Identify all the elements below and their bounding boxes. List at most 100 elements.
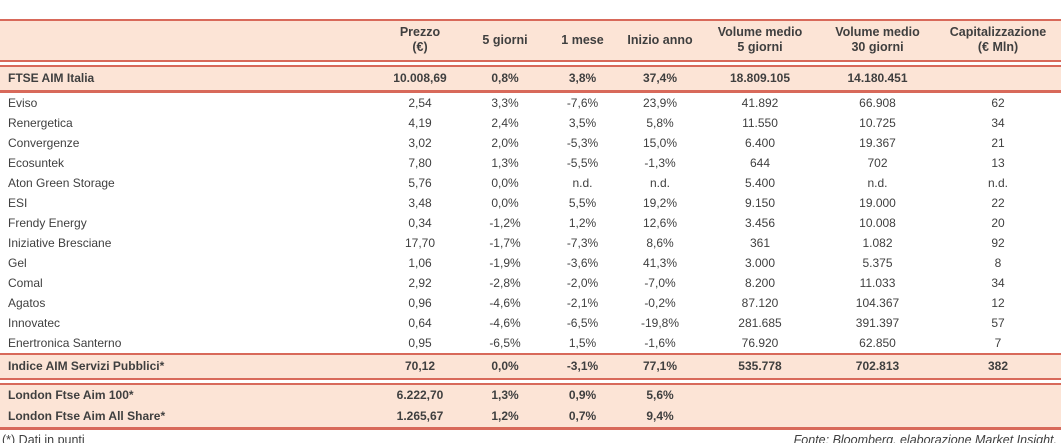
table-row: Eviso 2,54 3,3% -7,6% 23,9% 41.892 66.908 62 <box>0 93 1061 113</box>
row-name: Gel <box>8 256 27 270</box>
cell-volume-medio-30-giorni: 702.813 <box>855 359 900 373</box>
cell-inizio-anno: 9,4% <box>646 409 674 423</box>
ftse-group: FTSE AIM Italia 10.008,69 0,8% 3,8% 37,4% 18.… <box>0 67 1061 90</box>
divider-bottom <box>0 427 1061 430</box>
cell-capitalizzazione: 34 <box>991 276 1005 290</box>
table-row: Renergetica 4,19 2,4% 3,5% 5,8% 11.550 10.725 3… <box>0 113 1061 133</box>
cell-5-giorni: -1,2% <box>489 216 521 230</box>
cell-prezzo: 0,95 <box>408 336 432 350</box>
cell-volume-medio-5-giorni: 76.920 <box>741 336 779 350</box>
cell-volume-medio-30-giorni: 19.367 <box>859 136 896 150</box>
cell-prezzo: 5,76 <box>408 176 432 190</box>
table-row: Comal 2,92 -2,8% -2,0% -7,0% 8.200 11.033 34 <box>0 273 1061 293</box>
cell-inizio-anno: -7,0% <box>644 276 676 290</box>
cell-volume-medio-30-giorni: 66.908 <box>859 96 896 110</box>
divider-gap2 <box>0 380 1061 383</box>
row-name: Convergenze <box>8 136 80 150</box>
table-row: Iniziative Bresciane 17,70 -1,7% -7,3% 8,6% 3… <box>0 233 1061 253</box>
cell-volume-medio-30-giorni: 11.033 <box>859 276 896 290</box>
cell-volume-medio-5-giorni: 361 <box>749 236 771 250</box>
cell-5-giorni: -1,7% <box>489 236 521 250</box>
cell-capitalizzazione: 13 <box>991 156 1005 170</box>
table-row: FTSE AIM Italia 10.008,69 0,8% 3,8% 37,4% 18.… <box>0 67 1061 90</box>
cell-1-mese: 0,7% <box>568 409 597 423</box>
divider-after-ftse <box>0 90 1061 93</box>
london-group: London Ftse Aim 100* 6.222,70 1,3% 0,9% 5,6%… <box>0 385 1061 427</box>
cell-5-giorni: -6,5% <box>489 336 521 350</box>
cell-capitalizzazione: 21 <box>991 136 1005 150</box>
divider-double-bottom <box>0 65 1061 67</box>
row-name: Indice AIM Servizi Pubblici* <box>8 359 165 373</box>
cell-capitalizzazione: 34 <box>991 116 1005 130</box>
cell-1-mese: -7,6% <box>566 96 599 110</box>
cell-capitalizzazione: 57 <box>991 316 1005 330</box>
row-name: FTSE AIM Italia <box>8 71 95 85</box>
cell-5-giorni: 3,3% <box>491 96 519 110</box>
row-name: Frendy Energy <box>8 216 87 230</box>
cell-capitalizzazione: 62 <box>991 96 1005 110</box>
cell-volume-medio-30-giorni: 104.367 <box>855 296 900 310</box>
cell-prezzo: 7,80 <box>408 156 432 170</box>
cell-1-mese: 3,5% <box>568 116 597 130</box>
divider-top <box>0 19 1061 21</box>
divider-gap <box>0 62 1061 65</box>
cell-prezzo: 1,06 <box>408 256 432 270</box>
cell-1-mese: 1,2% <box>568 216 597 230</box>
row-name: Ecosuntek <box>8 156 65 170</box>
cell-1-mese: -5,5% <box>566 156 599 170</box>
cell-volume-medio-30-giorni: 10.008 <box>859 216 896 230</box>
cell-volume-medio-5-giorni: 8.200 <box>744 276 776 290</box>
row-name: London Ftse Aim 100* <box>8 388 134 402</box>
cell-prezzo: 70,12 <box>404 359 436 373</box>
cell-5-giorni: 0,0% <box>491 359 519 373</box>
cell-5-giorni: 2,0% <box>491 136 519 150</box>
cell-1-mese: 3,8% <box>568 71 597 85</box>
cell-5-giorni: -1,9% <box>489 256 521 270</box>
cell-inizio-anno: n.d. <box>649 176 670 190</box>
row-name: Comal <box>8 276 43 290</box>
table-row: London Ftse Aim 100* 6.222,70 1,3% 0,9% 5,6% <box>0 385 1061 406</box>
cell-1-mese: -6,5% <box>566 316 599 330</box>
row-name: Eviso <box>8 96 38 110</box>
cell-1-mese: -2,1% <box>566 296 599 310</box>
cell-volume-medio-5-giorni: 3.000 <box>744 256 776 270</box>
cell-inizio-anno: 5,6% <box>646 388 674 402</box>
cell-inizio-anno: -1,6% <box>644 336 676 350</box>
cell-5-giorni: -4,6% <box>489 296 521 310</box>
cell-volume-medio-30-giorni: 62.850 <box>859 336 896 350</box>
divider-double2-top <box>0 378 1061 380</box>
cell-prezzo: 1.265,67 <box>396 409 444 423</box>
cell-1-mese: -7,3% <box>566 236 599 250</box>
cell-volume-medio-30-giorni: 702 <box>867 156 888 170</box>
cell-inizio-anno: -0,2% <box>644 296 676 310</box>
cell-prezzo: 4,19 <box>408 116 432 130</box>
cell-5-giorni: -4,6% <box>489 316 521 330</box>
cell-5-giorni: 1,2% <box>491 409 519 423</box>
cell-prezzo: 0,34 <box>408 216 432 230</box>
divider-before-indice <box>0 353 1061 355</box>
table-row: Enertronica Santerno 0,95 -6,5% 1,5% -1,6% 76… <box>0 333 1061 353</box>
cell-volume-medio-5-giorni: 644 <box>749 156 771 170</box>
cell-inizio-anno: 41,3% <box>642 256 678 270</box>
cell-capitalizzazione: 7 <box>994 336 1002 350</box>
table-row: Gel 1,06 -1,9% -3,6% 41,3% 3.000 5.375 8 <box>0 253 1061 273</box>
cell-prezzo: 17,70 <box>404 236 436 250</box>
cell-capitalizzazione: 12 <box>991 296 1005 310</box>
cell-inizio-anno: -1,3% <box>644 156 676 170</box>
cell-capitalizzazione: n.d. <box>987 176 1008 190</box>
header-5-giorni: 5 giorni <box>482 32 528 47</box>
cell-volume-medio-30-giorni: 10.725 <box>859 116 896 130</box>
cell-1-mese: 0,9% <box>568 388 597 402</box>
cell-inizio-anno: 23,9% <box>642 96 678 110</box>
cell-5-giorni: 2,4% <box>491 116 519 130</box>
row-name: ESI <box>8 196 28 210</box>
cell-volume-medio-5-giorni: 3.456 <box>744 216 776 230</box>
cell-inizio-anno: 5,8% <box>646 116 674 130</box>
cell-capitalizzazione: 382 <box>987 359 1009 373</box>
cell-5-giorni: -2,8% <box>489 276 521 290</box>
row-name: Renergetica <box>8 116 73 130</box>
cell-volume-medio-5-giorni: 535.778 <box>738 359 782 373</box>
header-capitalizzazione: Capitalizzazione (€ Mln) <box>949 25 1047 54</box>
cell-capitalizzazione: 22 <box>991 196 1005 210</box>
table-header-row: Prezzo (€) 5 giorni 1 mese Inizio anno V… <box>0 21 1061 60</box>
